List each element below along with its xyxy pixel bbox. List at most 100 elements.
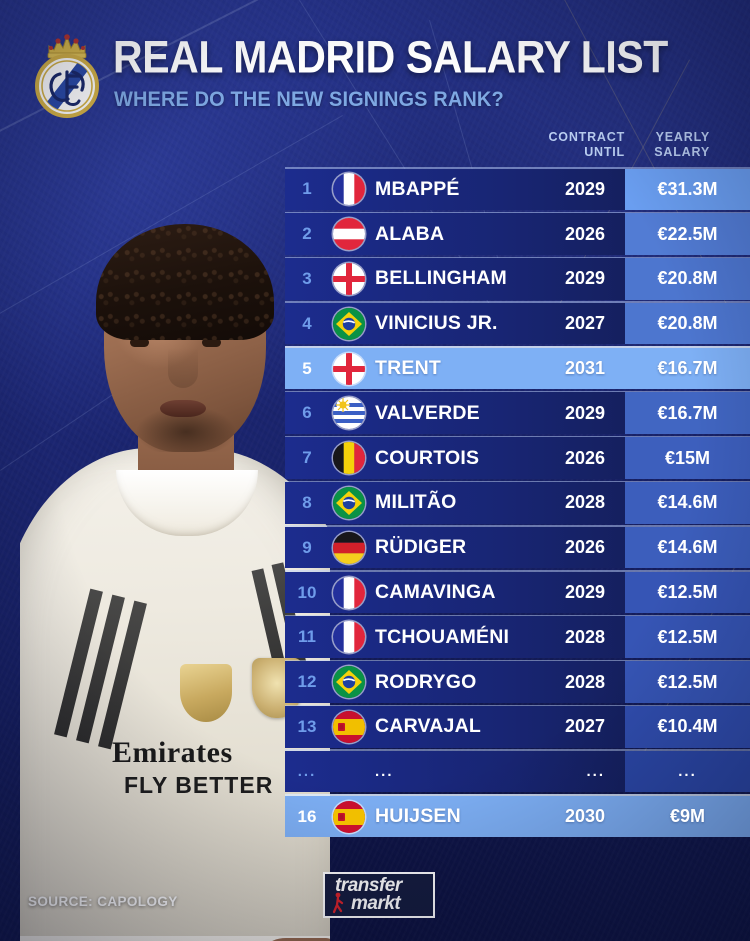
row-player-name: CAMAVINGA [375,581,496,604]
row-contract-year: 2029 [564,178,605,199]
row-rank: 10 [297,582,317,602]
row-salary: €14.6M [657,537,718,558]
table-row[interactable]: 16 HUIJSEN 2030 €9M [285,794,750,839]
table-row[interactable]: 12 RODRYGO 2028 €12.5M [285,659,750,705]
row-rank: 8 [302,492,312,512]
row-contract-year: 2026 [564,223,605,244]
column-header-salary-line1: YEARLY [655,130,710,144]
table-row[interactable]: 13 CARVAJAL 2027 €10.4M [285,704,750,750]
table-row[interactable]: ............ [285,749,750,794]
row-player-name: TRENT [375,357,441,380]
table-row[interactable]: 7 COURTOIS 2026 €15M [285,435,750,481]
flag-icon-es [333,800,365,833]
row-salary: €12.5M [657,582,718,603]
flag-icon-br [333,486,365,519]
table-row[interactable]: 3 BELLINGHAM 2029 €20.8M [285,256,750,302]
flag-icon-br [333,666,365,699]
row-rank: 13 [297,716,317,736]
table-row[interactable]: 2 ALABA 2026 €22.5M [285,211,750,257]
flag-icon-at [333,218,365,251]
row-rank: 4 [302,313,312,333]
table-row[interactable]: 11 TCHOUAMÉNI 2028 €12.5M [285,614,750,660]
row-rank: ... [297,763,317,781]
flag-icon-fr [333,576,365,609]
row-contract-year: 2027 [564,313,605,334]
row-salary: €9M [669,806,705,827]
page-subtitle: WHERE DO THE NEW SIGNINGS RANK? [114,88,504,112]
row-player-name: MBAPPÉ [375,177,460,200]
row-contract-year: 2028 [564,671,605,692]
row-salary: €15M [664,447,711,468]
row-rank: 16 [297,806,317,826]
row-contract-year: 2026 [564,537,605,558]
flag-icon-en [333,352,365,385]
transfermarkt-logo[interactable]: transfer markt [323,872,435,918]
row-salary: €16.7M [657,402,718,423]
transfermarkt-logo-line2: markt [351,893,401,914]
table-row[interactable]: 9 RÜDIGER 2026 €14.6M [285,525,750,570]
flag-icon-br [333,307,365,340]
row-rank: 12 [297,672,317,692]
source-label: SOURCE: CAPOLOGY [28,894,178,909]
row-contract-year: 2031 [564,358,605,379]
row-player-name: ALABA [375,222,445,245]
row-rank: 9 [302,537,312,557]
flag-icon-es [333,710,365,743]
jersey-trophy-badge [180,664,232,722]
runner-icon [332,892,344,914]
flag-icon-be [333,442,365,475]
row-contract-year: 2029 [564,268,605,289]
row-player-name: HUIJSEN [375,805,461,828]
row-player-name: ... [375,763,394,781]
page-title: REAL MADRID SALARY LIST [113,32,668,83]
row-salary: €10.4M [657,716,718,737]
table-row[interactable]: 6 VALVERDE 2029 €16.7M [285,390,750,436]
row-player-name: COURTOIS [375,446,480,469]
row-player-name: RÜDIGER [375,536,467,559]
row-rank: 5 [302,358,312,378]
row-salary: €20.8M [657,268,718,289]
row-contract-year: 2030 [564,806,605,827]
player-mouth [160,400,206,417]
row-rank: 1 [302,179,312,199]
player-photo: Emirates FLY BETTER 12 [20,118,330,941]
column-header-salary-line2: SALARY [654,145,710,159]
row-contract-year: ... [586,763,605,781]
row-salary: €14.6M [657,492,718,513]
jersey-sponsor-emirates: Emirates [112,736,233,769]
table-column-headers: CONTRACT UNTIL YEARLY SALARY [0,130,750,168]
table-row[interactable]: 10 CAMAVINGA 2029 €12.5M [285,570,750,615]
player-nose [168,348,198,388]
flag-icon-en [333,262,365,295]
row-contract-year: 2026 [564,447,605,468]
row-salary: €31.3M [657,178,718,199]
salary-table: 1 MBAPPÉ 2029 €31.3M 2 ALABA 2026 €22.5M 3 BELLIN… [285,167,750,839]
row-rank: 7 [302,448,312,468]
row-player-name: RODRYGO [375,670,477,693]
row-salary: €16.7M [657,358,718,379]
row-contract-year: 2027 [564,716,605,737]
row-rank: 6 [302,403,312,423]
row-rank: 3 [302,268,312,288]
table-row[interactable]: 1 MBAPPÉ 2029 €31.3M [285,167,750,212]
row-salary: €12.5M [657,626,718,647]
row-contract-year: 2028 [564,626,605,647]
table-row[interactable]: 4 VINICIUS JR. 2027 €20.8M [285,301,750,346]
row-salary: ... [678,763,697,781]
row-salary: €12.5M [657,671,718,692]
row-contract-year: 2029 [564,582,605,603]
table-row[interactable]: 5 TRENT 2031 €16.7M [285,346,750,391]
row-rank: 11 [298,627,316,647]
player-hair-texture [96,224,274,340]
row-contract-year: 2028 [564,492,605,513]
row-contract-year: 2029 [564,402,605,423]
row-rank: 2 [302,224,312,244]
row-salary: €22.5M [657,223,718,244]
row-salary: €20.8M [657,313,718,334]
flag-icon-de [333,531,365,564]
row-player-name: CARVAJAL [375,715,481,738]
real-madrid-crest [27,24,107,122]
row-player-name: MILITÃO [375,491,457,514]
table-row[interactable]: 8 MILITÃO 2028 €14.6M [285,480,750,526]
